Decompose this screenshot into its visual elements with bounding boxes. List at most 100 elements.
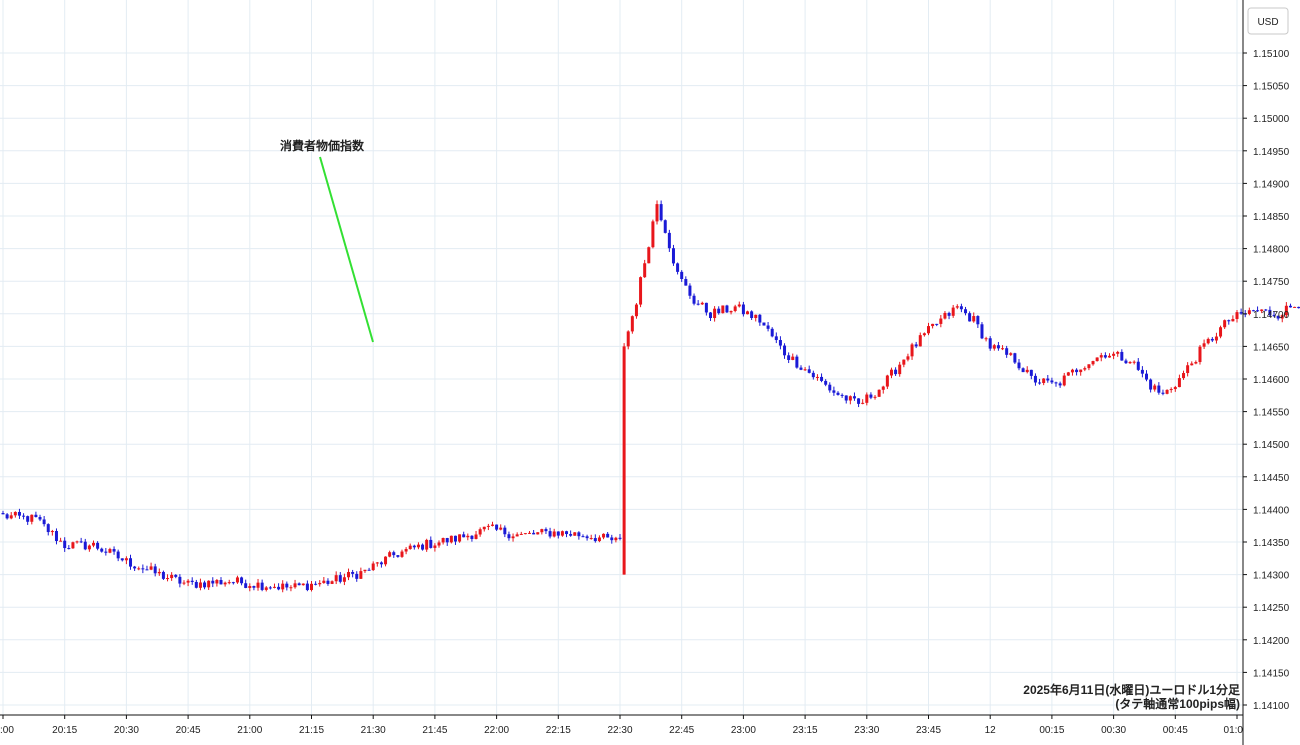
candle-body xyxy=(367,569,371,571)
candle-body xyxy=(264,587,268,590)
candle-body xyxy=(240,577,244,584)
candle-body xyxy=(458,534,462,542)
candle-body xyxy=(91,542,95,546)
y-tick-label: 1.14850 xyxy=(1253,212,1290,223)
candle-body xyxy=(1227,320,1231,322)
candle-body xyxy=(79,541,83,543)
annotation-pointer xyxy=(319,156,374,343)
candle-body xyxy=(803,369,807,371)
candle-body xyxy=(1272,314,1276,316)
candle-body xyxy=(885,375,889,387)
candle-body xyxy=(248,586,252,588)
candle-body xyxy=(836,392,840,395)
candle-body xyxy=(811,372,815,378)
candle-body xyxy=(1112,353,1116,356)
candle-body xyxy=(762,322,766,326)
currency-button[interactable] xyxy=(1247,7,1289,35)
candle-body xyxy=(310,583,313,591)
x-tick-label: 22:45 xyxy=(669,725,694,736)
candle-body xyxy=(26,516,30,522)
candle-body xyxy=(137,568,141,570)
x-tick-label: 21:00 xyxy=(237,725,262,736)
candle-body xyxy=(338,575,342,582)
candle-body xyxy=(124,558,128,561)
candle-body xyxy=(643,263,647,278)
candle-body xyxy=(215,580,219,584)
candle-body xyxy=(170,574,174,579)
y-tick-label: 1.14200 xyxy=(1253,636,1290,647)
candle-body xyxy=(499,527,503,530)
candle-body xyxy=(844,395,848,401)
candle-body xyxy=(532,532,536,535)
x-tick-label: 00:15 xyxy=(1039,725,1064,736)
candle-body xyxy=(198,582,202,588)
candle-body xyxy=(540,529,544,533)
candle-body xyxy=(783,345,787,356)
candle-body xyxy=(453,535,457,542)
candle-body xyxy=(46,524,50,533)
candle-body xyxy=(606,533,610,538)
candle-body xyxy=(733,306,737,311)
candle-body xyxy=(1025,369,1029,373)
candle-body xyxy=(692,295,696,304)
candle-body xyxy=(388,552,392,557)
y-tick-label: 1.14450 xyxy=(1253,473,1290,484)
candle-body xyxy=(347,571,351,578)
candle-body xyxy=(1033,375,1037,383)
candle-body xyxy=(1042,378,1046,384)
candle-body xyxy=(721,305,725,314)
candle-body xyxy=(1186,365,1190,374)
candle-body xyxy=(375,562,379,564)
candle-body xyxy=(984,338,988,340)
candle-body xyxy=(1190,363,1194,366)
y-tick-label: 1.14900 xyxy=(1253,179,1290,190)
candle-body xyxy=(618,537,622,539)
candle-body xyxy=(1021,368,1025,373)
candle-body xyxy=(1194,362,1198,364)
y-tick-label: 1.14350 xyxy=(1253,538,1290,549)
candle-body xyxy=(194,581,198,588)
candle-body xyxy=(441,538,445,543)
candle-body xyxy=(1140,369,1144,374)
x-tick-label: 22:15 xyxy=(546,725,571,736)
candle-body xyxy=(297,583,301,586)
candle-body xyxy=(445,538,449,543)
candle-body xyxy=(1297,306,1300,309)
candle-body xyxy=(1157,385,1161,393)
candle-body xyxy=(737,304,741,307)
candle-body xyxy=(544,529,548,532)
candle-body xyxy=(96,542,100,549)
candle-body xyxy=(1153,385,1157,390)
candle-body xyxy=(865,394,869,403)
candle-body xyxy=(104,551,108,553)
candle-body xyxy=(688,285,692,296)
candle-body xyxy=(881,386,885,390)
candle-body xyxy=(334,575,338,582)
candle-body xyxy=(301,583,305,586)
candle-body xyxy=(71,542,75,549)
candle-body xyxy=(659,204,663,221)
x-tick-label: 23:45 xyxy=(916,725,941,736)
candle-body xyxy=(1107,355,1111,358)
candle-body xyxy=(614,537,618,541)
candle-body xyxy=(1210,338,1214,341)
candle-body xyxy=(581,536,585,538)
candle-body xyxy=(741,304,745,315)
candle-body xyxy=(750,311,754,319)
candle-body xyxy=(634,304,638,317)
x-tick-label: :00 xyxy=(0,725,14,736)
candle-body xyxy=(626,331,630,347)
candle-body xyxy=(174,574,178,577)
candle-body xyxy=(651,221,655,248)
candle-body xyxy=(1231,318,1235,322)
candle-body xyxy=(951,307,955,316)
candle-body xyxy=(754,314,758,319)
candle-body xyxy=(988,338,992,349)
candle-body xyxy=(1095,357,1099,362)
candle-body xyxy=(235,577,239,583)
candle-body xyxy=(1280,315,1284,319)
candle-body xyxy=(519,533,523,535)
candle-body xyxy=(972,316,976,322)
y-tick-label: 1.14750 xyxy=(1253,277,1290,288)
